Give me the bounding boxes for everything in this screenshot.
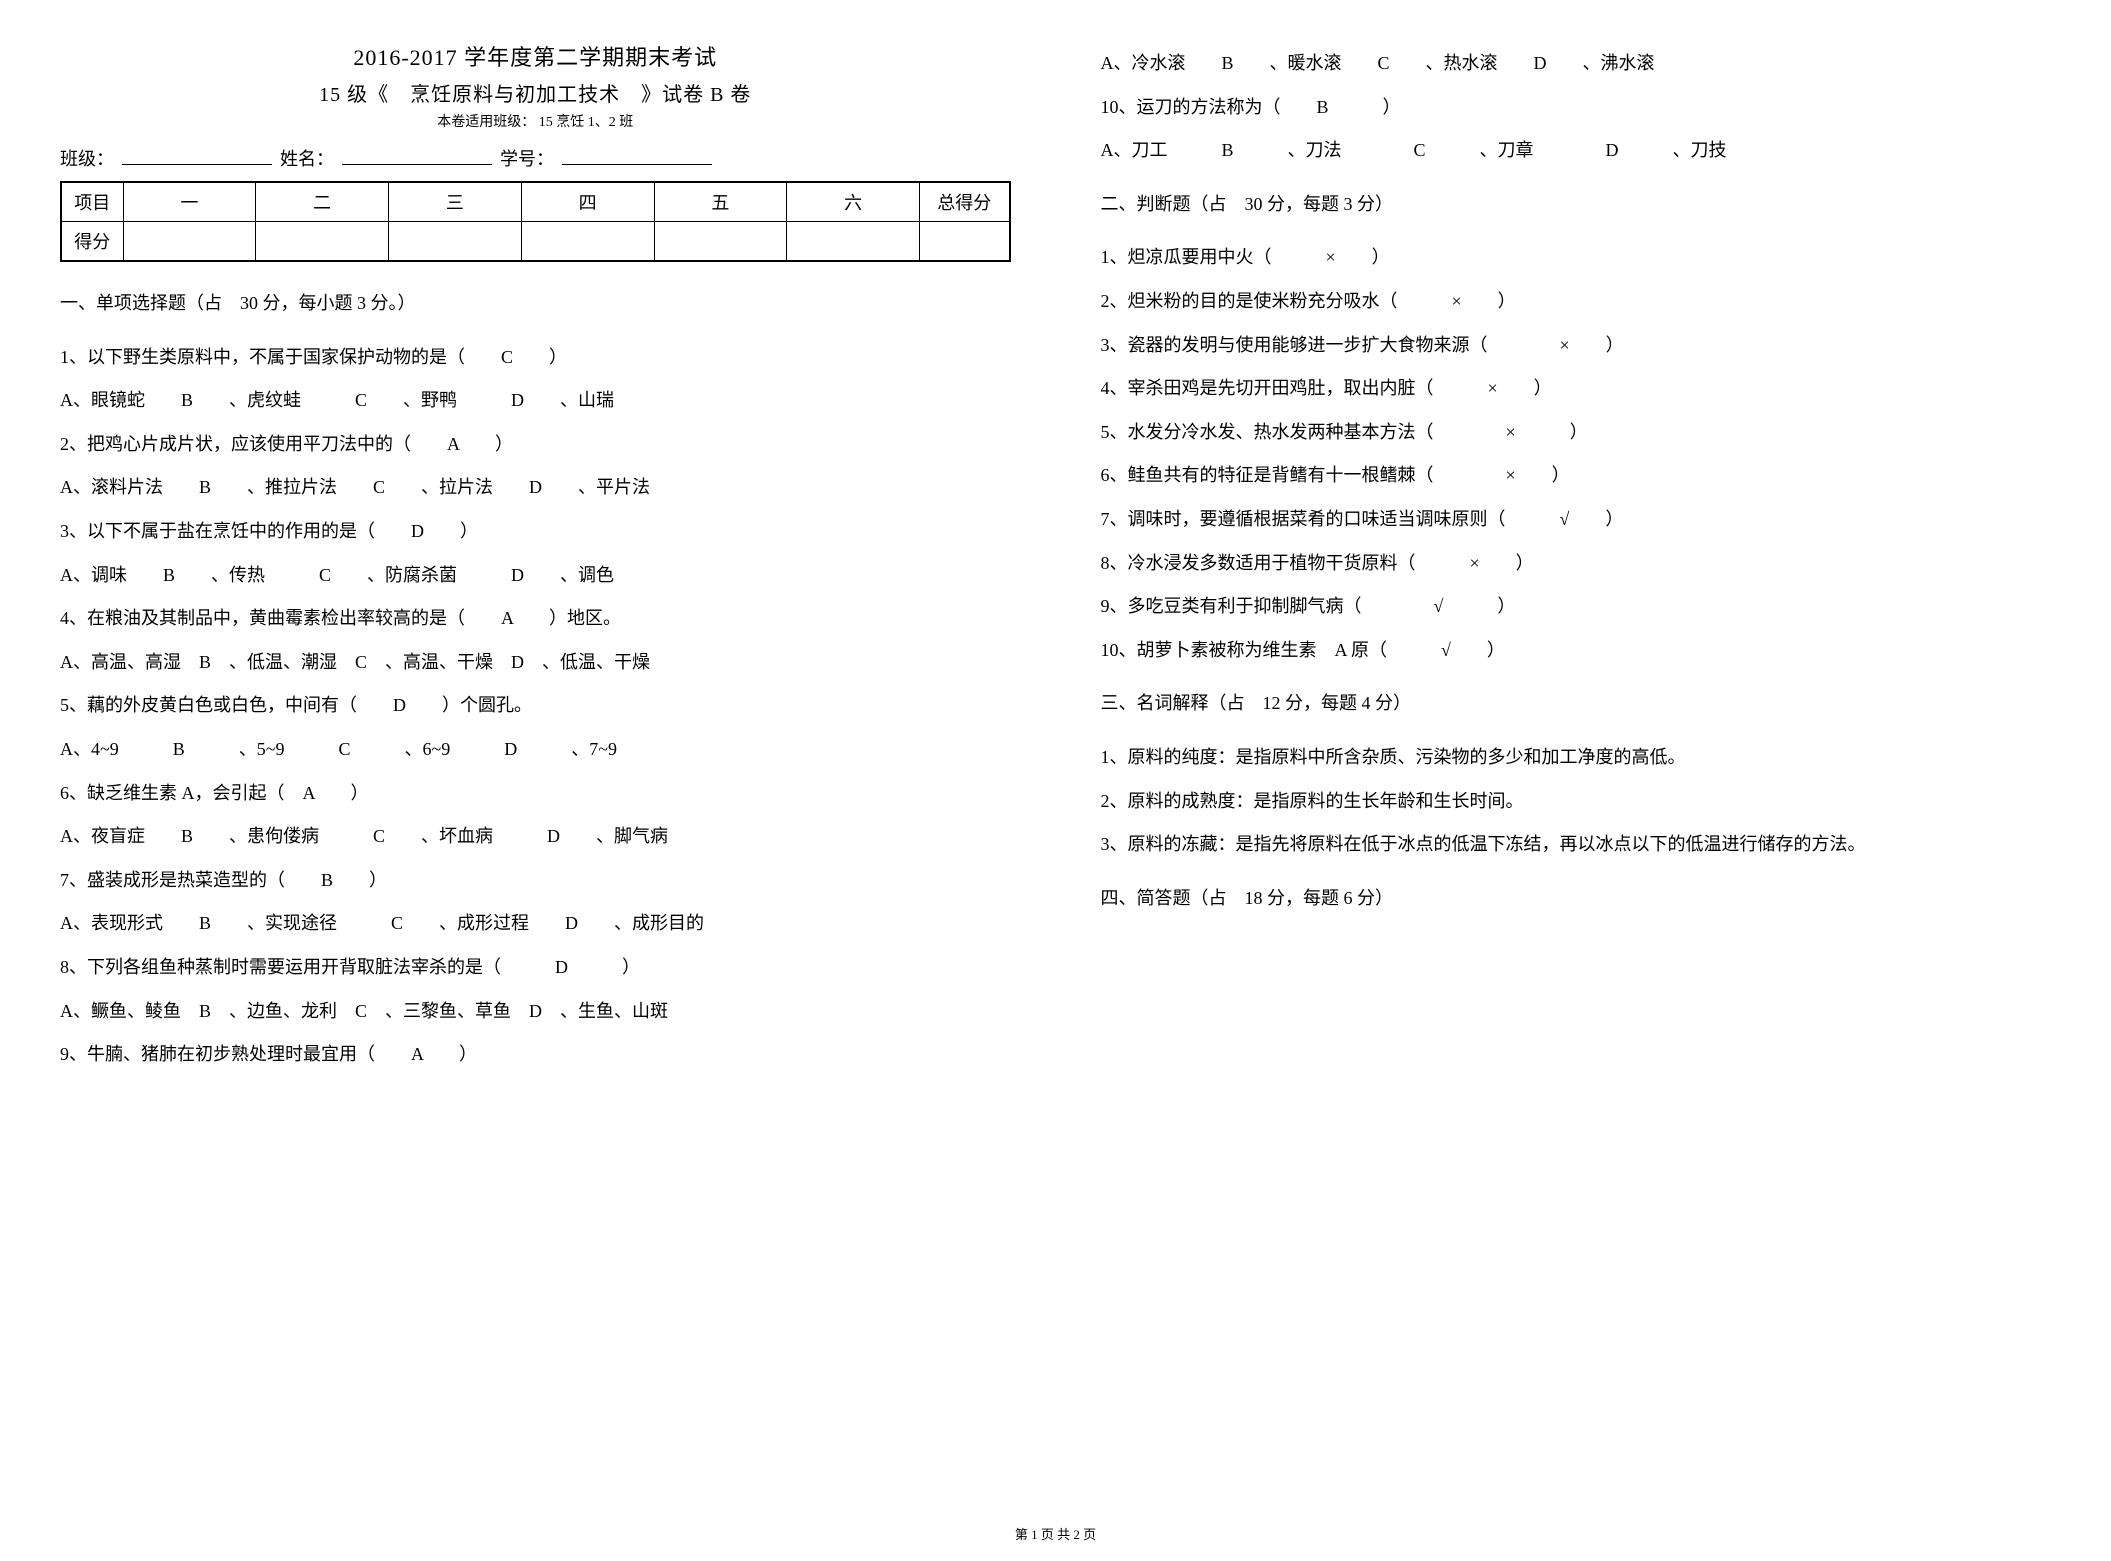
s1q6-opts: A、夜盲症 B 、患佝偻病 C 、坏血病 D 、脚气病 bbox=[60, 817, 1011, 857]
s1q2-stem: 2、把鸡心片成片状，应该使用平刀法中的（ A ） bbox=[60, 425, 1011, 465]
s2q1: 1、炟凉瓜要用中火（ × ） bbox=[1101, 238, 2052, 278]
s3a1: 1、原料的纯度：是指原料中所含杂质、污染物的多少和加工净度的高低。 bbox=[1101, 738, 2052, 778]
score-h6: 六 bbox=[787, 182, 920, 222]
s1q4-opts: A、高温、高湿 B 、低温、潮湿 C 、高温、干燥 D 、低温、干燥 bbox=[60, 643, 1011, 683]
table-row: 项目 一 二 三 四 五 六 总得分 bbox=[61, 182, 1010, 222]
score-h5: 五 bbox=[654, 182, 787, 222]
score-cell[interactable] bbox=[654, 222, 787, 262]
s1q8-opts: A、鳜鱼、鲮鱼 B 、边鱼、龙利 C 、三黎鱼、草鱼 D 、生鱼、山斑 bbox=[60, 992, 1011, 1032]
score-cell[interactable] bbox=[920, 222, 1010, 262]
page: 2016-2017 学年度第二学期期末考试 15 级《 烹饪原料与初加工技术 》… bbox=[60, 40, 2051, 1079]
s1q3-stem: 3、以下不属于盐在烹饪中的作用的是（ D ） bbox=[60, 512, 1011, 552]
score-cell[interactable] bbox=[256, 222, 389, 262]
s2q4: 4、宰杀田鸡是先切开田鸡肚，取出内脏（ × ） bbox=[1101, 369, 2052, 409]
s1q1-opts: A、眼镜蛇 B 、虎纹蛙 C 、野鸭 D 、山瑞 bbox=[60, 381, 1011, 421]
left-column: 2016-2017 学年度第二学期期末考试 15 级《 烹饪原料与初加工技术 》… bbox=[60, 40, 1011, 1079]
score-cell[interactable] bbox=[521, 222, 654, 262]
student-id-row: 班级： 姓名： 学号： bbox=[60, 145, 1011, 171]
class-blank[interactable] bbox=[122, 147, 272, 165]
s1q9-stem: 9、牛腩、猪肺在初步熟处理时最宜用（ A ） bbox=[60, 1035, 1011, 1075]
score-h4: 四 bbox=[521, 182, 654, 222]
score-cell[interactable] bbox=[389, 222, 522, 262]
s1q7-opts: A、表现形式 B 、实现途径 C 、成形过程 D 、成形目的 bbox=[60, 904, 1011, 944]
s2q5: 5、水发分冷水发、热水发两种基本方法（ × ） bbox=[1101, 413, 2052, 453]
name-blank[interactable] bbox=[342, 147, 492, 165]
title-main: 2016-2017 学年度第二学期期末考试 bbox=[60, 40, 1011, 72]
s1q4-stem: 4、在粮油及其制品中，黄曲霉素检出率较高的是（ A ）地区。 bbox=[60, 599, 1011, 639]
s2q6: 6、鲑鱼共有的特征是背鳍有十一根鳍棘（ × ） bbox=[1101, 456, 2052, 496]
score-h2: 二 bbox=[256, 182, 389, 222]
name-label: 姓名： bbox=[280, 145, 334, 171]
section4-heading: 四、简答题（占 18 分，每题 6 分） bbox=[1101, 879, 2052, 919]
id-blank[interactable] bbox=[562, 147, 712, 165]
score-h3: 三 bbox=[389, 182, 522, 222]
s2q10: 10、胡萝卜素被称为维生素 A 原（ √ ） bbox=[1101, 631, 2052, 671]
s1q5-stem: 5、藕的外皮黄白色或白色，中间有（ D ）个圆孔。 bbox=[60, 686, 1011, 726]
s1q6-stem: 6、缺乏维生素 A，会引起（ A ） bbox=[60, 774, 1011, 814]
right-column: A、冷水滚 B 、暖水滚 C 、热水滚 D 、沸水滚 10、运刀的方法称为（ B… bbox=[1101, 40, 2052, 1079]
section2-heading: 二、判断题（占 30 分，每题 3 分） bbox=[1101, 185, 2052, 225]
class-label: 班级： bbox=[60, 145, 114, 171]
title-note: 本卷适用班级： 15 烹饪 1、2 班 bbox=[60, 111, 1011, 131]
section1-heading: 一、单项选择题（占 30 分，每小题 3 分。） bbox=[60, 284, 1011, 324]
score-cell[interactable] bbox=[123, 222, 256, 262]
score-table: 项目 一 二 三 四 五 六 总得分 得分 bbox=[60, 181, 1011, 262]
s2q3: 3、瓷器的发明与使用能够进一步扩大食物来源（ × ） bbox=[1101, 326, 2052, 366]
score-cell[interactable] bbox=[787, 222, 920, 262]
s1q8-stem: 8、下列各组鱼种蒸制时需要运用开背取脏法宰杀的是（ D ） bbox=[60, 948, 1011, 988]
s1q1-stem: 1、以下野生类原料中，不属于国家保护动物的是（ C ） bbox=[60, 338, 1011, 378]
s1q10-opts: A、刀工 B 、刀法 C 、刀章 D 、刀技 bbox=[1101, 131, 2052, 171]
page-footer: 第 1 页 共 2 页 bbox=[0, 1524, 2111, 1543]
table-row: 得分 bbox=[61, 222, 1010, 262]
s2q9: 9、多吃豆类有利于抑制脚气病（ √ ） bbox=[1101, 587, 2052, 627]
s1q7-stem: 7、盛装成形是热菜造型的（ B ） bbox=[60, 861, 1011, 901]
s1q2-opts: A、滚料片法 B 、推拉片法 C 、拉片法 D 、平片法 bbox=[60, 468, 1011, 508]
s1q9-opts: A、冷水滚 B 、暖水滚 C 、热水滚 D 、沸水滚 bbox=[1101, 44, 2052, 84]
s1q5-opts: A、4~9 B 、5~9 C 、6~9 D 、7~9 bbox=[60, 730, 1011, 770]
s3a3: 3、原料的冻藏：是指先将原料在低于冰点的低温下冻结，再以冰点以下的低温进行储存的… bbox=[1101, 825, 2052, 865]
title-sub: 15 级《 烹饪原料与初加工技术 》试卷 B 卷 bbox=[60, 78, 1011, 107]
id-label: 学号： bbox=[500, 145, 554, 171]
exam-header: 2016-2017 学年度第二学期期末考试 15 级《 烹饪原料与初加工技术 》… bbox=[60, 40, 1011, 131]
s1q3-opts: A、调味 B 、传热 C 、防腐杀菌 D 、调色 bbox=[60, 556, 1011, 596]
score-row-label: 得分 bbox=[61, 222, 123, 262]
s2q7: 7、调味时，要遵循根据菜肴的口味适当调味原则（ √ ） bbox=[1101, 500, 2052, 540]
s2q8: 8、冷水浸发多数适用于植物干货原料（ × ） bbox=[1101, 544, 2052, 584]
s2q2: 2、炟米粉的目的是使米粉充分吸水（ × ） bbox=[1101, 282, 2052, 322]
score-h7: 总得分 bbox=[920, 182, 1010, 222]
section3-heading: 三、名词解释（占 12 分，每题 4 分） bbox=[1101, 684, 2052, 724]
s3a2: 2、原料的成熟度：是指原料的生长年龄和生长时间。 bbox=[1101, 782, 2052, 822]
score-h1: 一 bbox=[123, 182, 256, 222]
score-h0: 项目 bbox=[61, 182, 123, 222]
s1q10-stem: 10、运刀的方法称为（ B ） bbox=[1101, 88, 2052, 128]
